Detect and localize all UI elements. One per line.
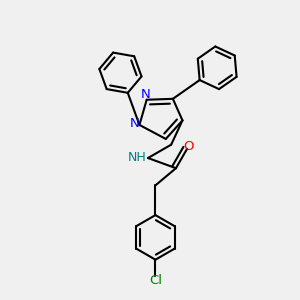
Text: Cl: Cl: [149, 274, 162, 287]
Text: O: O: [183, 140, 194, 153]
Text: NH: NH: [128, 151, 146, 164]
Text: N: N: [130, 117, 139, 130]
Text: N: N: [140, 88, 150, 101]
